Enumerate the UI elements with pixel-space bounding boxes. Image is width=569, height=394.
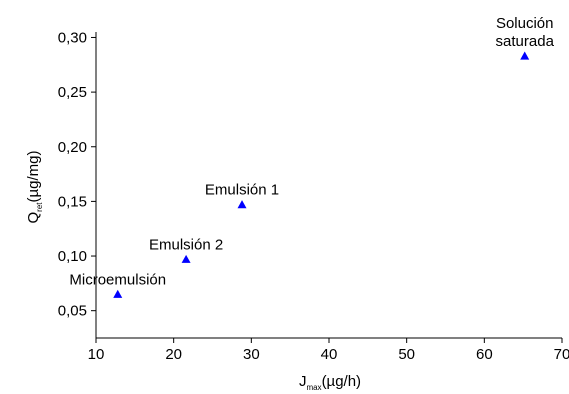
x-tick-label: 10 — [88, 346, 105, 363]
data-point-marker — [181, 254, 191, 263]
x-tick-label: 70 — [554, 346, 569, 363]
data-point-label-line: saturada — [496, 33, 555, 50]
y-axis-title: Qret(µg/mg) — [25, 150, 44, 223]
y-tick-label: 0,20 — [58, 139, 87, 156]
y-axis-title-unit: (µg/mg) — [25, 150, 42, 202]
x-axis-title-main: J — [299, 373, 307, 390]
y-tick-label: 0,15 — [58, 193, 87, 210]
data-point-label-line: Solución — [496, 15, 554, 32]
y-tick-label: 0,30 — [58, 29, 87, 46]
y-tick-label: 0,05 — [58, 303, 87, 320]
data-point-label: Emulsión 2 — [149, 236, 223, 253]
data-point-label: Solución saturada — [496, 15, 555, 50]
axes — [95, 32, 562, 339]
x-tick-label: 40 — [321, 346, 338, 363]
ticks: 10 20 30 40 50 60 70 0,05 0,10 0,15 0,20 0,25 0,30 — [58, 29, 569, 363]
x-tick-label: 60 — [476, 346, 493, 363]
y-axis-title-sub: ret — [35, 202, 44, 212]
data-point-marker — [520, 51, 530, 60]
data-points — [113, 51, 530, 298]
x-tick-label: 30 — [243, 346, 260, 363]
point-labels: Microemulsión Emulsión 2 Emulsión 1 Solució… — [69, 15, 554, 288]
data-point-label: Microemulsión — [69, 271, 166, 288]
x-tick-label: 50 — [398, 346, 415, 363]
data-point-label: Emulsión 1 — [205, 182, 279, 199]
data-point-marker — [237, 200, 247, 209]
data-point-marker — [113, 289, 123, 298]
x-axis-title-unit: (µg/h) — [322, 373, 362, 390]
x-axis-title-sub: max — [306, 383, 321, 392]
x-axis-title: Jmax(µg/h) — [299, 373, 361, 392]
y-axis-title-main: Q — [25, 212, 42, 224]
y-tick-label: 0,25 — [58, 84, 87, 101]
x-tick-label: 20 — [165, 346, 182, 363]
y-tick-label: 0,10 — [58, 248, 87, 265]
